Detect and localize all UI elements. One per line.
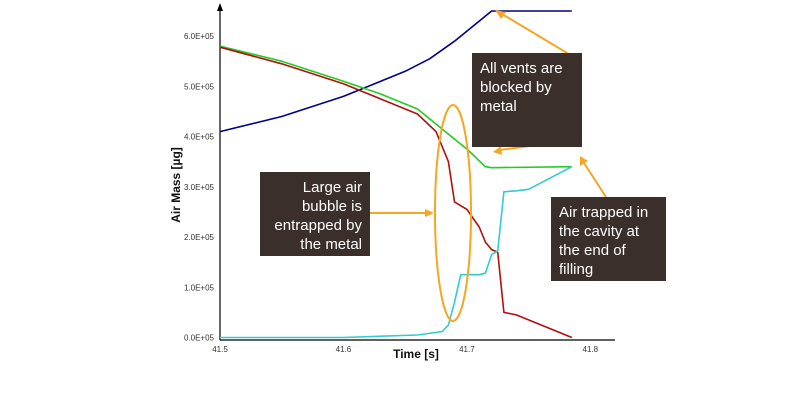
x-axis-title: Time [s] xyxy=(393,347,439,361)
callout-large-air-bubble: Large air bubble is entrapped by the met… xyxy=(260,172,370,256)
y-tick-label: 5.0E+05 xyxy=(184,82,215,91)
x-tick-labels: 41.5 41.6 41.7 41.8 xyxy=(212,345,598,354)
y-tick-label: 6.0E+05 xyxy=(184,32,215,41)
arrowhead-vents-up xyxy=(495,10,506,19)
y-axis-arrow xyxy=(217,3,223,11)
y-tick-labels: 0.0E+05 1.0E+05 2.0E+05 3.0E+05 4.0E+05 5.0E+… xyxy=(184,32,215,342)
series-line-2 xyxy=(219,45,572,169)
arrowhead-vents-down xyxy=(493,146,502,155)
y-tick-label: 3.0E+05 xyxy=(184,183,215,192)
x-tick-label: 41.6 xyxy=(336,345,352,354)
y-axis-title: Air Mass [µg] xyxy=(169,147,183,223)
series-group xyxy=(219,10,573,339)
series-line-1 xyxy=(219,10,572,133)
arrow-trapped xyxy=(583,162,607,198)
callout-vents-blocked: All vents are blocked by metal xyxy=(472,53,582,147)
x-tick-label: 41.7 xyxy=(459,345,475,354)
arrowhead-bubble xyxy=(425,209,434,217)
y-tick-label: 1.0E+05 xyxy=(184,283,215,292)
x-tick-label: 41.5 xyxy=(212,345,228,354)
arrowhead-trapped xyxy=(580,156,588,166)
axes xyxy=(217,3,615,341)
callout-air-trapped: Air trapped in the cavity at the end of … xyxy=(551,197,666,281)
bubble-highlight-ellipse xyxy=(434,104,472,322)
x-tick-label: 41.8 xyxy=(583,345,599,354)
y-tick-label: 4.0E+05 xyxy=(184,133,215,142)
y-tick-label: 0.0E+05 xyxy=(184,333,215,342)
y-tick-label: 2.0E+05 xyxy=(184,233,215,242)
series-line-3 xyxy=(219,46,573,339)
series-line-4 xyxy=(220,165,573,339)
